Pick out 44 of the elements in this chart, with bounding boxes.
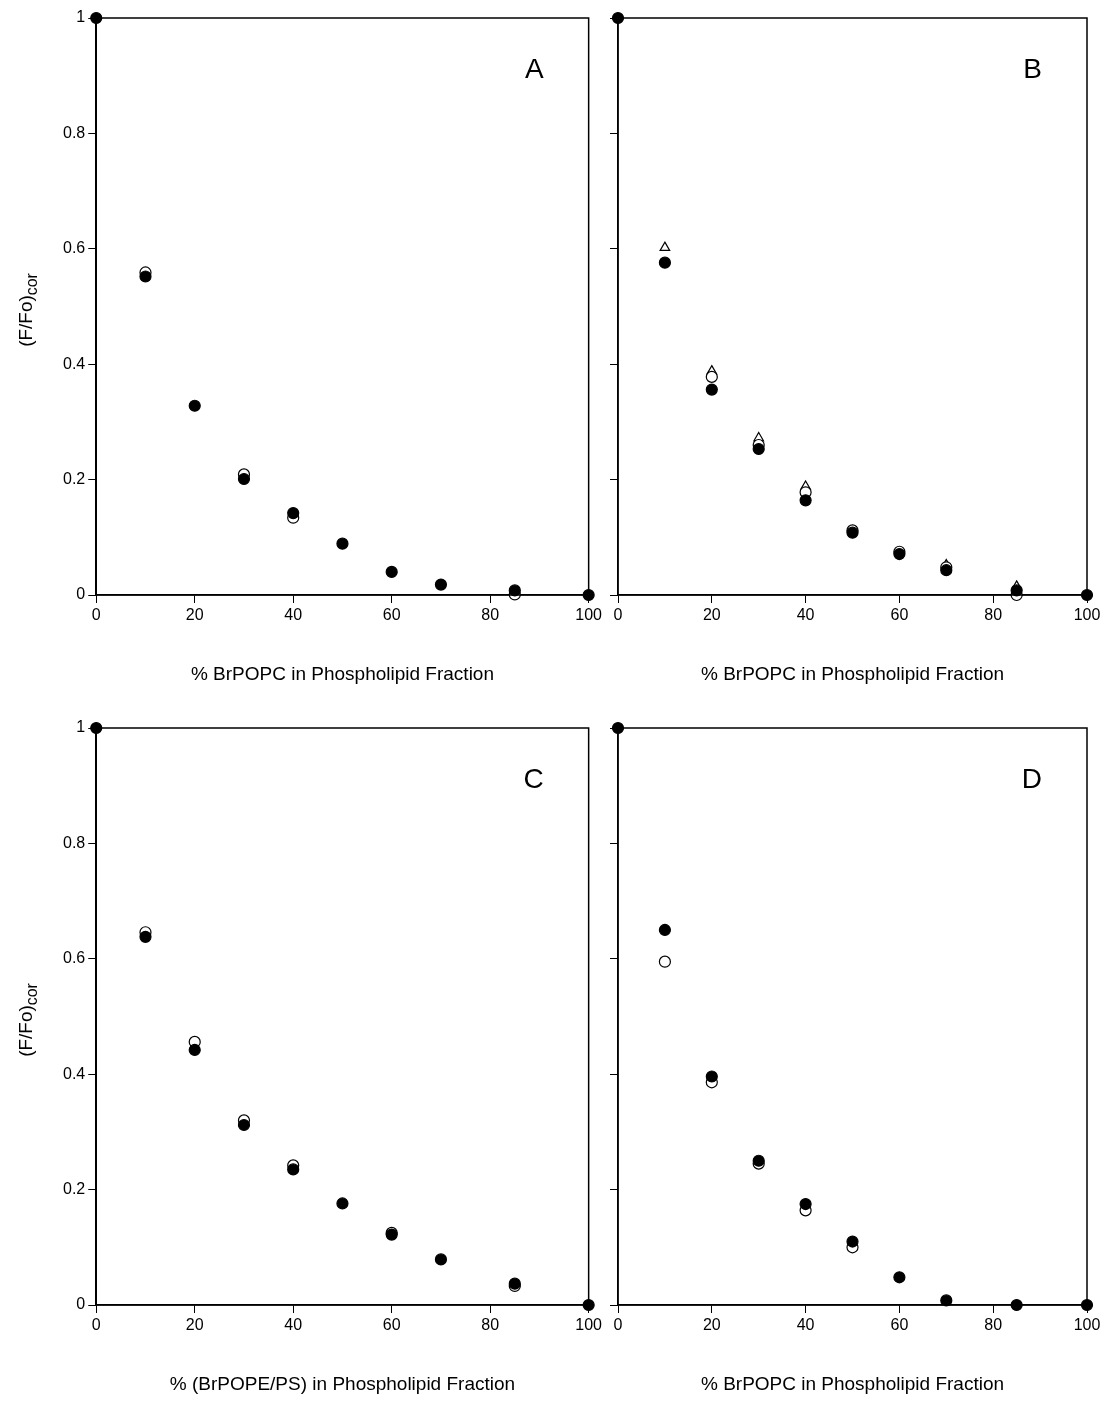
y-tick-label: 0.2 [62,470,86,488]
x-tick-label: 80 [984,606,1003,624]
x-tick-label: 80 [481,1316,500,1334]
annotation: B [1023,52,1042,84]
x-tick-label: 20 [702,1316,721,1334]
x-tick-label: 0 [91,1316,101,1334]
x-tick-label: 20 [702,606,721,624]
x-tick-label: 100 [575,606,603,624]
x-tick-label: 80 [984,1316,1003,1334]
x-tick-label: 40 [284,606,303,624]
x-tick-label: 100 [575,1316,603,1334]
y-tick-label: 0.2 [62,1180,86,1198]
x-tick-label: 80 [481,606,500,624]
annotation: D [1021,762,1042,794]
x-tick-label: 60 [890,1316,909,1334]
annotation: C [523,762,544,794]
x-tick-label: 60 [890,606,909,624]
y-tick-label: 0 [76,585,86,603]
annotation: A [524,52,544,84]
x-axis-title: % BrPOPC in Phospholipid Fraction [700,662,1005,684]
y-tick-label: 1 [76,718,86,736]
x-tick-label: 60 [382,1316,401,1334]
x-tick-label: 0 [91,606,101,624]
x-axis-title: % BrPOPC in Phospholipid Fraction [700,1372,1005,1394]
y-tick-label: 0.4 [62,354,86,372]
x-axis-title: % BrPOPC in Phospholipid Fraction [190,662,494,684]
y-tick-label: 0.6 [62,949,86,967]
x-tick-label: 60 [382,606,401,624]
y-tick-label: 0 [76,1295,86,1313]
x-tick-label: 20 [185,606,204,624]
x-tick-label: 0 [613,1316,623,1334]
x-tick-label: 40 [284,1316,303,1334]
x-tick-label: 40 [796,606,815,624]
y-tick-label: 0.4 [62,1064,86,1082]
x-tick-label: 100 [1073,606,1101,624]
y-tick-label: 0.8 [62,833,86,851]
y-tick-label: 0.6 [62,239,86,257]
x-tick-label: 40 [796,1316,815,1334]
x-tick-label: 0 [613,606,623,624]
y-tick-label: 1 [76,8,86,26]
y-tick-label: 0.8 [62,123,86,141]
x-axis-title: % (BrPOPE/PS) in Phospholipid Fraction [169,1372,516,1394]
x-tick-label: 20 [185,1316,204,1334]
x-tick-label: 100 [1073,1316,1101,1334]
